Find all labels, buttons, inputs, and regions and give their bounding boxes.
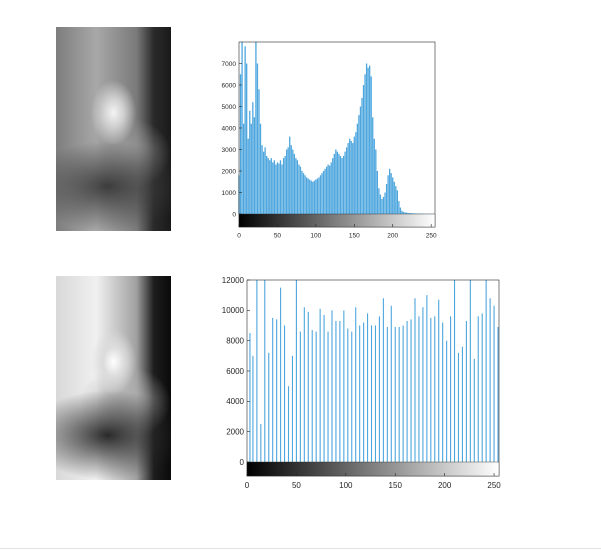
- original-grayscale-photo: [56, 27, 171, 231]
- orig-x-tick-label: 0: [237, 233, 241, 240]
- eq-bars: [249, 280, 499, 462]
- eq-x-tick-label: 200: [438, 481, 452, 490]
- eq-x-tick-label: 50: [292, 481, 301, 490]
- eq-y-tick-label: 2000: [226, 427, 244, 436]
- orig-x-tick-label: 100: [310, 233, 321, 240]
- orig-y-tick-label: 7000: [222, 61, 237, 68]
- eq-y-tick-label: 12000: [222, 276, 245, 285]
- orig-y-tick-label: 4000: [222, 125, 237, 132]
- eq-x-tick-label: 150: [389, 481, 403, 490]
- eq-y-tick-label: 4000: [226, 397, 244, 406]
- eq-x-tick-label: 100: [339, 481, 353, 490]
- orig-x-tick-label: 150: [349, 233, 360, 240]
- orig-x-tick-label: 200: [387, 233, 398, 240]
- eq-grayscale-colorbar: [246, 461, 500, 477]
- orig-y-tick-label: 2000: [222, 168, 237, 175]
- orig-bars: [238, 42, 435, 214]
- eq-y-tick-label: 6000: [226, 367, 244, 376]
- orig-y-tick-label: 0: [232, 211, 236, 218]
- orig-y-tick-label: 5000: [222, 104, 237, 111]
- bottom-divider: [0, 548, 601, 549]
- equalized-histogram-chart: 0 2000 4000 6000 8000 10000 12000 0 50 100 150 200 2…: [222, 276, 502, 490]
- orig-y-tick-label: 1000: [222, 190, 237, 197]
- eq-y-tick-label: 8000: [226, 336, 244, 345]
- orig-grayscale-colorbar: [238, 213, 436, 228]
- original-histogram-chart: 0 1000 2000 3000 4000 5000 6000 7000 0 50 100 150 20…: [222, 41, 437, 240]
- orig-y-tick-label: 6000: [222, 82, 237, 89]
- orig-x-tick-label: 50: [274, 233, 282, 240]
- eq-y-tick-label: 10000: [222, 306, 245, 315]
- eq-x-tick-label: 0: [245, 481, 250, 490]
- eq-y-tick-label: 0: [240, 458, 245, 467]
- orig-x-tick-label: 250: [426, 233, 437, 240]
- eq-x-tick-label: 250: [487, 481, 501, 490]
- orig-y-tick-label: 3000: [222, 147, 237, 154]
- equalized-grayscale-photo: [56, 276, 171, 480]
